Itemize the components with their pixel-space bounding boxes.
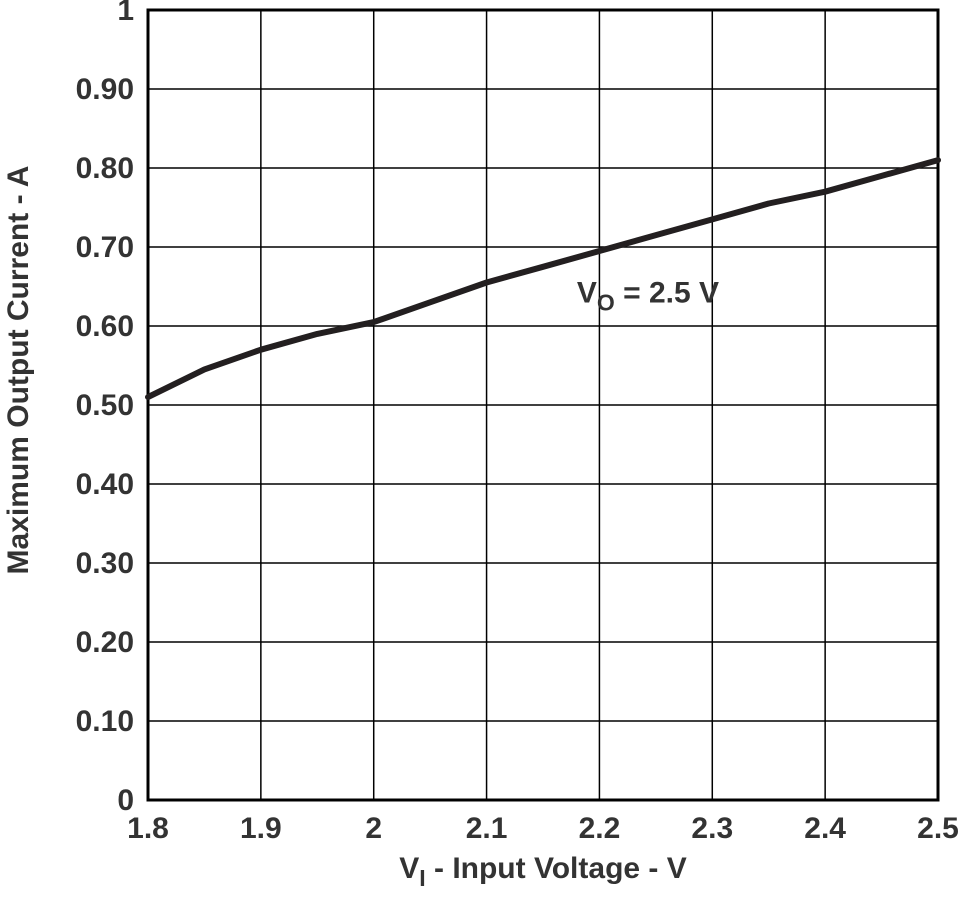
x-tick-label: 2.5 [917,812,959,845]
gridlines [147,9,939,801]
x-tick-label: 2.3 [691,812,733,845]
series-line [145,157,941,401]
y-tick-label: 0.50 [76,389,134,422]
x-tick-label: 2.4 [804,812,846,845]
x-tick-labels: 1.8 1.9 2 2.1 2.2 2.3 2.4 2.5 [127,812,959,845]
x-axis-title: VI - Input Voltage - V [399,852,687,891]
y-tick-label: 0.30 [76,547,134,580]
y-tick-label: 0 [117,784,134,817]
x-tick-label: 1.8 [127,812,169,845]
x-tick-label: 2.2 [579,812,621,845]
x-tick-label: 2 [365,812,382,845]
y-tick-label: 0.40 [76,468,134,501]
y-tick-label: 0.60 [76,310,134,343]
y-axis-title: Maximum Output Current - A [2,166,35,575]
y-tick-label: 0.90 [76,73,134,106]
y-tick-labels: 0 0.10 0.20 0.30 0.40 0.50 0.60 0.70 0.80 0.90 1 [76,0,134,817]
series-annotation: VO = 2.5 V [577,276,719,315]
y-tick-label: 1 [117,0,134,27]
y-tick-label: 0.80 [76,152,134,185]
y-tick-label: 0.10 [76,705,134,738]
x-tick-label: 2.1 [466,812,508,845]
y-tick-label: 0.20 [76,626,134,659]
x-tick-label: 1.9 [240,812,282,845]
y-tick-label: 0.70 [76,231,134,264]
plot-frame [146,8,940,802]
